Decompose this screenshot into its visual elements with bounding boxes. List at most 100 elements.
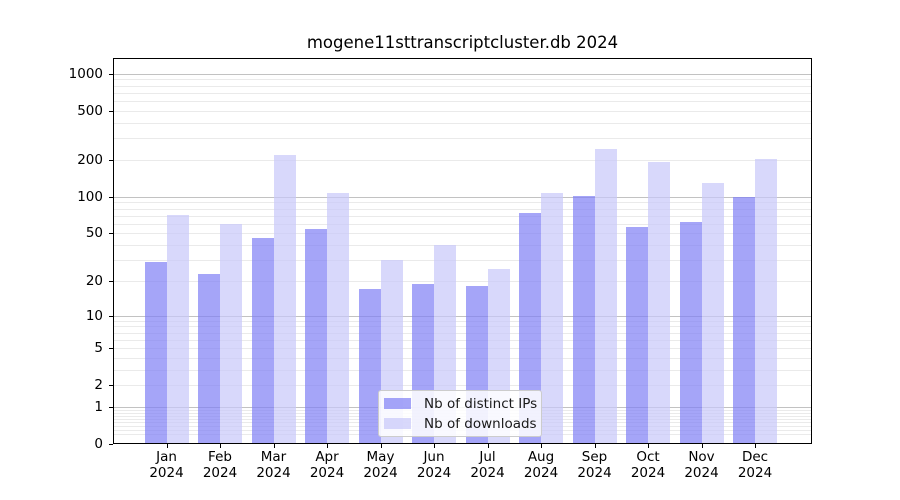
minor-gridline [114, 159, 811, 161]
y-tick-label: 0 [94, 436, 103, 452]
bar-downloads [327, 193, 349, 444]
minor-gridline [114, 326, 811, 328]
minor-gridline [114, 233, 811, 235]
minor-gridline [114, 385, 811, 387]
legend-swatch-distinct-ips-icon [384, 398, 411, 409]
y-tick-mark [109, 385, 113, 387]
y-tick-mark [109, 233, 113, 235]
bar-distinct-ips [251, 237, 274, 444]
y-tick-mark [109, 444, 113, 445]
chart-title: mogene11sttranscriptcluster.db 2024 [306, 33, 619, 52]
minor-gridline [114, 101, 811, 103]
minor-gridline [114, 92, 811, 94]
x-tick-mark [380, 444, 382, 448]
bar-downloads [648, 161, 670, 444]
minor-gridline [114, 369, 811, 371]
y-tick-label: 2 [94, 377, 103, 394]
legend-row-distinct-ips: Nb of distinct IPs [384, 394, 537, 414]
x-tick-label: Jan 2024 [149, 449, 184, 481]
y-tick-mark [109, 159, 113, 161]
bar-downloads [701, 182, 724, 444]
legend-swatch-downloads-icon [384, 418, 411, 429]
x-tick-label: Aug 2024 [523, 449, 559, 481]
x-tick-mark [220, 444, 221, 448]
bar-distinct-ips [733, 196, 755, 444]
minor-gridline [114, 85, 811, 87]
bar-downloads [220, 223, 242, 444]
minor-gridline [114, 320, 811, 322]
bar-distinct-ips [572, 196, 595, 444]
minor-gridline [114, 215, 811, 217]
y-tick-label: 10 [85, 307, 103, 324]
x-tick-mark [541, 444, 542, 448]
x-tick-mark [327, 444, 328, 448]
y-tick-mark [109, 110, 113, 112]
x-tick-mark [166, 444, 168, 448]
x-tick-label: Sep 2024 [577, 449, 612, 481]
y-tick-label: 1000 [68, 65, 103, 82]
minor-gridline [114, 223, 811, 225]
major-gridline [114, 196, 811, 198]
x-tick-label: Oct 2024 [630, 449, 666, 481]
bar-downloads [594, 149, 617, 444]
bar-downloads [273, 154, 296, 444]
bar-distinct-ips [198, 273, 220, 444]
x-tick-mark [434, 444, 435, 448]
bar-distinct-ips [626, 227, 648, 444]
y-tick-label: 1 [94, 398, 103, 415]
minor-gridline [114, 280, 811, 282]
legend-label-distinct-ips: Nb of distinct IPs [424, 395, 538, 412]
minor-gridline [114, 339, 811, 341]
major-gridline [114, 315, 811, 317]
legend-label-downloads: Nb of downloads [424, 415, 537, 432]
x-tick-label: Feb 2024 [202, 449, 238, 481]
x-tick-mark [273, 444, 275, 448]
x-tick-label: Mar 2024 [256, 449, 291, 481]
x-tick-mark [648, 444, 649, 448]
minor-gridline [114, 332, 811, 334]
x-tick-label: May 2024 [363, 449, 398, 481]
x-tick-label: Dec 2024 [737, 449, 773, 481]
bar-downloads [755, 159, 777, 444]
y-tick-label: 500 [77, 102, 103, 119]
major-gridline [114, 73, 811, 75]
minor-gridline [114, 202, 811, 204]
minor-gridline [114, 122, 811, 124]
minor-gridline [114, 357, 811, 359]
bar-distinct-ips [358, 289, 381, 444]
y-tick-label: 100 [77, 188, 103, 205]
x-tick-label: Jun 2024 [416, 449, 452, 481]
bar-downloads [166, 214, 189, 444]
minor-gridline [114, 348, 811, 349]
y-tick-mark [109, 348, 113, 349]
y-tick-label: 200 [77, 151, 103, 168]
bar-distinct-ips [519, 213, 541, 444]
minor-gridline [114, 260, 811, 261]
minor-gridline [114, 208, 811, 210]
y-tick-mark [109, 196, 113, 198]
legend: Nb of distinct IPs Nb of downloads [378, 390, 542, 437]
x-tick-mark [487, 444, 489, 448]
y-tick-label: 5 [94, 340, 103, 356]
x-tick-mark [594, 444, 596, 448]
bar-distinct-ips [144, 261, 167, 444]
minor-gridline [114, 110, 811, 112]
y-tick-mark [109, 406, 113, 408]
y-tick-mark [109, 280, 113, 282]
y-tick-mark [109, 73, 113, 75]
x-tick-label: Nov 2024 [684, 449, 719, 481]
x-tick-label: Apr 2024 [309, 449, 345, 481]
bar-distinct-ips [679, 222, 702, 444]
legend-row-downloads: Nb of downloads [384, 414, 537, 434]
bar-downloads [541, 193, 563, 444]
x-tick-label: Jul 2024 [470, 449, 505, 481]
minor-gridline [114, 138, 811, 140]
y-tick-label: 20 [85, 272, 103, 289]
y-tick-mark [109, 315, 113, 317]
x-tick-mark [701, 444, 703, 448]
minor-gridline [114, 245, 811, 246]
bar-distinct-ips [305, 229, 327, 444]
y-tick-label: 50 [85, 225, 103, 242]
x-tick-mark [755, 444, 756, 448]
